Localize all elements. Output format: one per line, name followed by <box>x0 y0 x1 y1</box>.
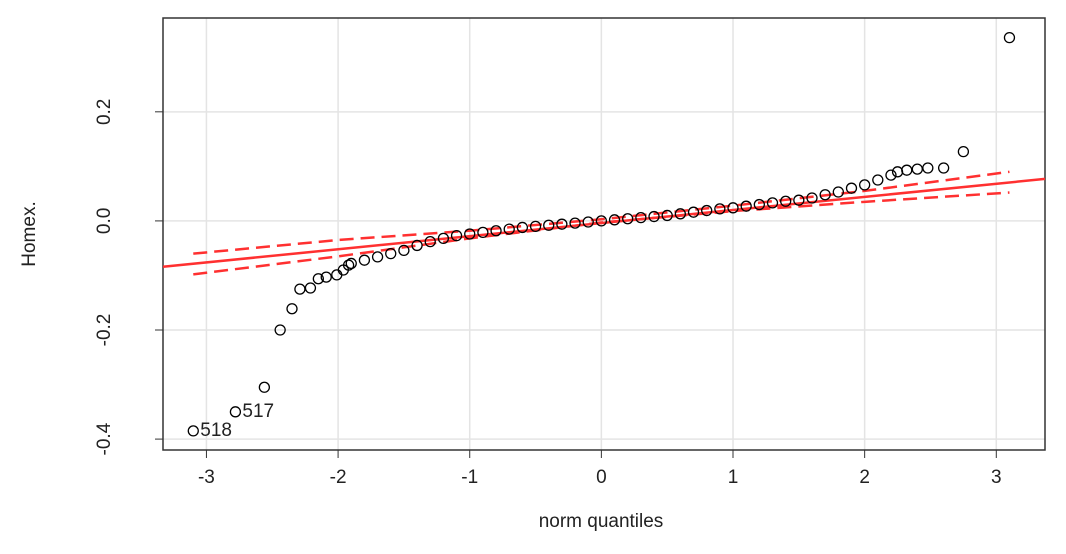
y-axis-label: Homex. <box>19 201 40 266</box>
point <box>490 225 502 237</box>
point <box>286 303 298 315</box>
point <box>740 200 752 212</box>
point <box>714 203 726 215</box>
point <box>635 211 647 224</box>
point <box>371 251 384 263</box>
y-tick-label: 0.0 <box>94 208 115 234</box>
y-tick-label: 0.2 <box>94 99 115 125</box>
point-label: 518 <box>200 420 232 441</box>
point <box>622 213 634 225</box>
point <box>957 145 970 158</box>
point <box>312 273 324 285</box>
point <box>503 223 515 235</box>
reference-line <box>162 177 1046 268</box>
point <box>687 206 700 218</box>
point <box>780 195 792 207</box>
point <box>727 202 739 214</box>
point <box>648 210 660 223</box>
point <box>701 204 713 217</box>
point <box>674 208 687 220</box>
point <box>819 189 831 201</box>
point <box>661 209 673 222</box>
point <box>187 425 199 437</box>
point <box>424 235 436 248</box>
y-tick-label: -0.4 <box>94 422 115 455</box>
point <box>529 220 542 233</box>
point <box>304 282 317 294</box>
x-axis-label: norm quantiles <box>539 511 664 532</box>
point <box>516 221 529 234</box>
point <box>806 192 818 204</box>
envelope-lower <box>193 191 1010 276</box>
point <box>937 162 950 174</box>
point <box>556 218 568 230</box>
point <box>872 174 884 186</box>
point <box>1003 31 1016 44</box>
point <box>258 381 271 393</box>
point <box>845 182 858 194</box>
point <box>753 198 765 211</box>
point <box>543 219 555 231</box>
point <box>608 214 621 226</box>
point <box>464 228 476 240</box>
point-label: 517 <box>242 401 274 422</box>
x-tick-label: -1 <box>461 467 478 488</box>
x-tick-label: 0 <box>596 467 607 488</box>
point <box>595 215 608 227</box>
point <box>832 186 844 198</box>
x-tick-label: -3 <box>198 467 215 488</box>
point <box>437 232 450 245</box>
point <box>320 271 332 283</box>
point <box>885 169 897 181</box>
x-tick-label: -2 <box>330 467 347 488</box>
point <box>358 254 371 266</box>
plot-frame <box>162 17 1046 451</box>
point <box>342 259 355 271</box>
point <box>922 162 934 174</box>
x-tick-label: 2 <box>859 467 870 488</box>
point <box>859 179 871 191</box>
point <box>793 194 805 206</box>
point <box>229 406 242 418</box>
envelope-upper <box>193 170 1010 255</box>
point <box>911 163 923 175</box>
point <box>450 229 463 242</box>
point <box>901 164 913 176</box>
point <box>274 324 286 336</box>
point <box>385 247 397 260</box>
point <box>477 226 489 239</box>
point <box>345 257 357 270</box>
point <box>398 244 410 257</box>
x-tick-label: 1 <box>728 467 739 488</box>
point <box>766 197 779 209</box>
point <box>294 283 306 295</box>
point <box>582 216 594 228</box>
point <box>569 217 581 229</box>
y-tick-label: -0.2 <box>94 314 115 347</box>
x-tick-label: 3 <box>991 467 1002 488</box>
point <box>411 239 423 252</box>
point <box>331 269 343 281</box>
